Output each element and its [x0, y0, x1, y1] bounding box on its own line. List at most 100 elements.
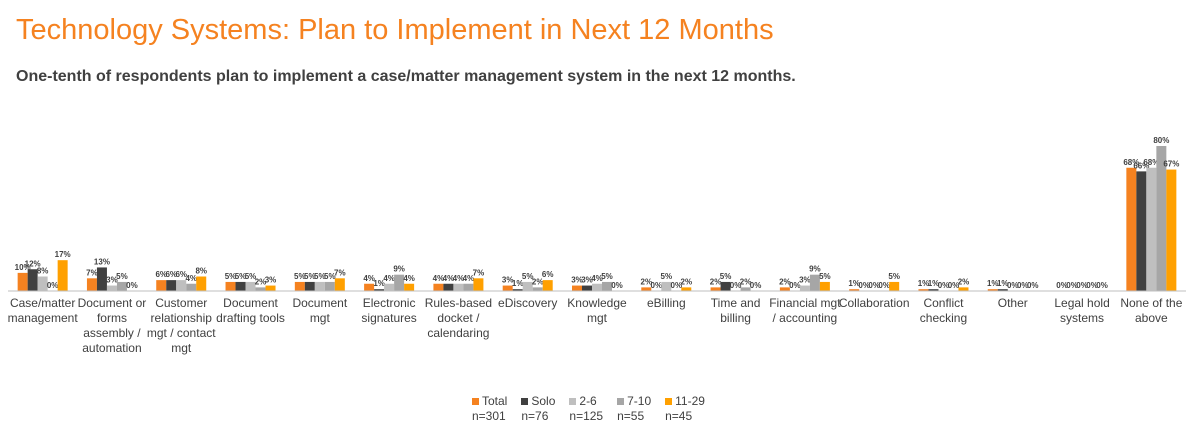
bar-total	[17, 272, 28, 291]
bar-total	[294, 281, 305, 291]
legend-item: 11-29 n=45	[665, 394, 705, 424]
bar-2-6	[37, 276, 48, 291]
data-label: 0%	[750, 281, 762, 290]
bar-2-6	[453, 283, 464, 291]
bar-total	[433, 283, 444, 291]
bar-7-10	[116, 281, 127, 291]
category-label: Financial mgt / accounting	[769, 296, 841, 325]
data-label: 2%	[740, 277, 752, 286]
page-subtitle: One-tenth of respondents plan to impleme…	[16, 68, 796, 85]
data-label: 17%	[55, 250, 71, 259]
bar-total	[1126, 167, 1137, 291]
data-label: 0%	[671, 281, 683, 290]
data-label: 0%	[1027, 281, 1039, 290]
data-label: 5%	[819, 272, 831, 281]
data-label: 6%	[542, 270, 554, 279]
bar-total	[364, 283, 375, 291]
data-label: 1%	[848, 279, 860, 288]
data-label: 9%	[809, 265, 821, 274]
legend-series-name: 7-10	[627, 394, 652, 408]
legend-swatch	[617, 398, 625, 405]
bar-total	[156, 280, 167, 291]
data-label: 5%	[116, 272, 128, 281]
bar-2-6	[314, 281, 325, 291]
data-label: 4%	[463, 274, 475, 283]
bar-11-29	[196, 276, 207, 291]
data-label: 5%	[888, 272, 900, 281]
data-label: 5%	[720, 272, 732, 281]
data-label: 0%	[789, 281, 801, 290]
legend-sample-size: n=125	[569, 409, 604, 423]
bar-11-29	[681, 287, 692, 291]
bar-11-29	[57, 260, 68, 291]
bar-total	[502, 285, 513, 291]
data-label: 2%	[532, 277, 544, 286]
data-label: 8%	[195, 267, 207, 276]
bar-solo	[512, 289, 523, 291]
data-label: 0%	[47, 281, 59, 290]
data-label: 68%	[1123, 158, 1139, 167]
data-label: 12%	[25, 259, 41, 268]
data-label: 0%	[868, 281, 880, 290]
data-label: 2%	[255, 277, 267, 286]
bar-2-6	[661, 281, 672, 291]
category-label: Legal hold systems	[1054, 296, 1109, 325]
data-label: 2%	[681, 277, 693, 286]
data-label: 5%	[245, 272, 257, 281]
bar-total	[849, 289, 860, 291]
bar-7-10	[740, 287, 751, 291]
legend-series-name: Solo	[531, 394, 556, 408]
legend-item: 2-6 n=125	[569, 394, 603, 424]
data-label: 0%	[1007, 281, 1019, 290]
data-label: 5%	[294, 272, 306, 281]
bar-7-10	[394, 274, 405, 291]
category-label: eDiscovery	[498, 296, 557, 310]
data-label: 8%	[37, 267, 49, 276]
category-label: Collaboration	[839, 296, 910, 310]
legend-sample-size: n=76	[521, 409, 549, 423]
bar-solo	[304, 281, 315, 291]
bar-solo	[582, 285, 592, 291]
data-label: 5%	[304, 272, 316, 281]
data-label: 4%	[443, 274, 455, 283]
data-label: 7%	[473, 268, 485, 277]
data-label: 0%	[730, 281, 742, 290]
bar-7-10	[324, 281, 335, 291]
data-label: 13%	[94, 257, 110, 266]
bar-total	[779, 287, 790, 291]
data-label: 3%	[799, 276, 811, 285]
bar-solo	[928, 289, 939, 291]
bar-2-6	[799, 285, 810, 291]
data-label: 66%	[1133, 161, 1149, 170]
data-label: 0%	[858, 281, 870, 290]
bar-11-29	[819, 281, 830, 291]
chart-legend: Total n=301 Solo n=76 2-6 n=125 7-10 n=55 11-29 n…	[472, 394, 719, 424]
bar-solo	[1136, 171, 1147, 291]
data-label: 0%	[1096, 281, 1108, 290]
data-label: 9%	[393, 265, 405, 274]
bar-11-29	[958, 287, 969, 291]
bar-total	[710, 287, 721, 291]
bar-solo	[997, 289, 1008, 291]
bar-11-29	[542, 280, 553, 291]
bar-11-29	[1166, 169, 1177, 291]
data-label: 6%	[165, 270, 177, 279]
data-label: 1%	[512, 279, 524, 288]
bar-11-29	[265, 285, 276, 291]
data-label: 5%	[661, 272, 673, 281]
data-label: 0%	[126, 281, 138, 290]
bar-11-29	[334, 278, 345, 291]
bar-2-6	[384, 283, 395, 291]
data-label: 3%	[571, 276, 583, 285]
data-label: 4%	[383, 274, 395, 283]
bar-solo	[27, 269, 38, 291]
bar-2-6	[176, 280, 187, 291]
data-label: 0%	[611, 281, 623, 290]
bar-solo	[166, 280, 177, 291]
bar-2-6	[522, 281, 533, 291]
category-label: Customer relationship mgt / contact mgt	[147, 296, 216, 355]
data-label: 80%	[1153, 136, 1169, 145]
legend-swatch	[665, 398, 673, 405]
data-label: 2%	[641, 277, 653, 286]
data-label: 5%	[522, 272, 534, 281]
